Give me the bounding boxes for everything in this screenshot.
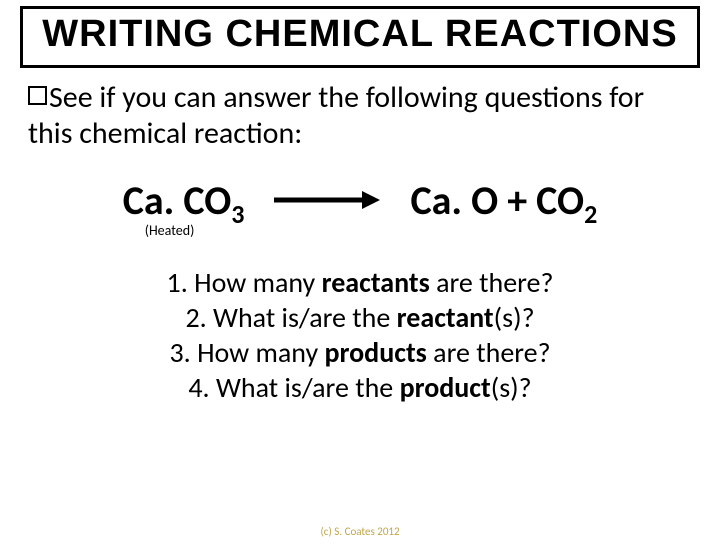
copyright-footer: (c) S. Coates 2012: [0, 525, 720, 538]
product-text: Ca. O + CO: [410, 176, 584, 225]
intro-lead: See: [49, 79, 93, 116]
reactant-subscript: 3: [231, 198, 244, 230]
product-subscript: 2: [584, 198, 597, 230]
question-1: 1. How many reactants are there?: [40, 265, 680, 300]
q-pre: How many: [194, 265, 321, 300]
q-bold: reactants: [322, 265, 430, 300]
q-num: 1.: [167, 265, 188, 300]
bullet-square-icon: [28, 86, 47, 105]
q-pre: What is/are the: [213, 300, 397, 335]
q-num: 4.: [188, 370, 209, 405]
chemical-equation: Ca. CO3 (Heated) Ca. O + CO2: [0, 176, 720, 225]
q-pre: How many: [197, 335, 324, 370]
q-num: 2.: [185, 300, 206, 335]
intro-rest: if you can answer the following question…: [28, 79, 644, 152]
q-pre: What is/are the: [216, 370, 400, 405]
questions-block: 1. How many reactants are there? 2. What…: [40, 265, 680, 405]
q-num: 3.: [169, 335, 190, 370]
q-bold: products: [324, 335, 426, 370]
q-post: are there?: [427, 335, 551, 370]
q-bold: reactant: [397, 300, 494, 335]
slide-title: WRITING CHEMICAL REACTIONS: [33, 13, 687, 57]
reactant-formula: Ca. CO3 (Heated): [123, 176, 245, 225]
question-3: 3. How many products are there?: [40, 335, 680, 370]
q-bold: product: [400, 370, 491, 405]
reactant-text: Ca. CO: [123, 176, 232, 225]
product-formula: Ca. O + CO2: [410, 176, 597, 225]
q-post: (s)?: [491, 370, 532, 405]
intro-text: See if you can answer the following ques…: [28, 80, 692, 152]
heated-label: (Heated): [145, 222, 195, 239]
question-2: 2. What is/are the reactant(s)?: [40, 300, 680, 335]
arrow-icon: [272, 185, 382, 215]
title-box: WRITING CHEMICAL REACTIONS: [20, 6, 700, 68]
q-post: are there?: [430, 265, 554, 300]
q-post: (s)?: [494, 300, 535, 335]
question-4: 4. What is/are the product(s)?: [40, 370, 680, 405]
